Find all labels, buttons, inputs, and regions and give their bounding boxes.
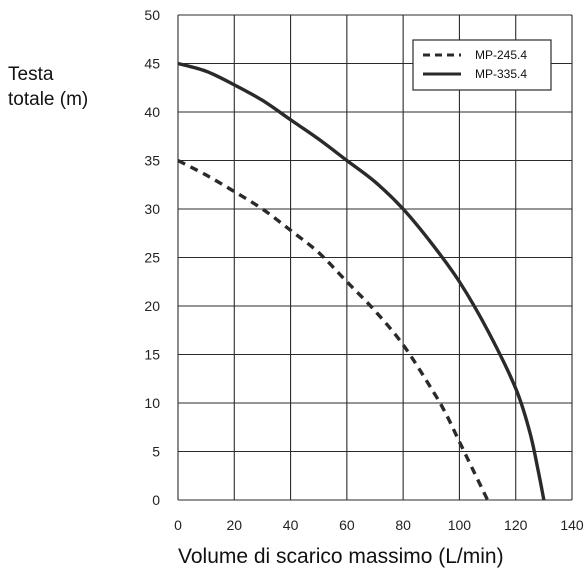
y-tick-label: 30 bbox=[144, 201, 160, 217]
y-tick-label: 35 bbox=[144, 153, 160, 169]
y-tick-label: 45 bbox=[144, 56, 160, 72]
y-tick-label: 50 bbox=[144, 7, 160, 23]
x-axis-ticks: 0 20 40 60 80 100 120 140 bbox=[174, 517, 584, 533]
x-tick-label: 20 bbox=[226, 517, 242, 533]
x-tick-label: 60 bbox=[339, 517, 355, 533]
x-tick-label: 0 bbox=[174, 517, 182, 533]
series-line-mp-335-4 bbox=[177, 61, 546, 501]
x-tick-label: 80 bbox=[395, 517, 411, 533]
x-tick-label: 140 bbox=[560, 517, 584, 533]
x-tick-label: 40 bbox=[283, 517, 299, 533]
y-axis-label: Testa totale (m) bbox=[8, 62, 88, 112]
y-tick-label: 10 bbox=[144, 395, 160, 411]
y-tick-label: 5 bbox=[152, 444, 160, 460]
y-tick-label: 25 bbox=[144, 250, 160, 266]
y-axis-label-line-2: totale (m) bbox=[8, 89, 89, 110]
chart-legend: MP-245.4 MP-335.4 bbox=[412, 39, 552, 91]
x-tick-label: 120 bbox=[504, 517, 528, 533]
y-tick-label: 40 bbox=[144, 104, 160, 120]
legend-box bbox=[412, 39, 552, 91]
series-line-mp-245-4 bbox=[177, 158, 490, 501]
x-axis-label: Volume di scarico massimo (L/min) bbox=[178, 545, 504, 568]
legend-label-0: MP-245.4 bbox=[475, 48, 527, 62]
y-tick-label: 20 bbox=[144, 298, 160, 314]
chart-grid bbox=[177, 14, 573, 501]
y-axis-ticks: 0 5 10 15 20 25 30 35 40 45 50 bbox=[144, 7, 160, 508]
y-tick-label: 0 bbox=[152, 492, 160, 508]
legend-label-1: MP-335.4 bbox=[475, 67, 527, 81]
y-axis-label-line-1: Testa bbox=[8, 64, 54, 85]
y-tick-label: 15 bbox=[144, 347, 160, 363]
chart-series bbox=[177, 61, 546, 501]
x-tick-label: 100 bbox=[448, 517, 472, 533]
